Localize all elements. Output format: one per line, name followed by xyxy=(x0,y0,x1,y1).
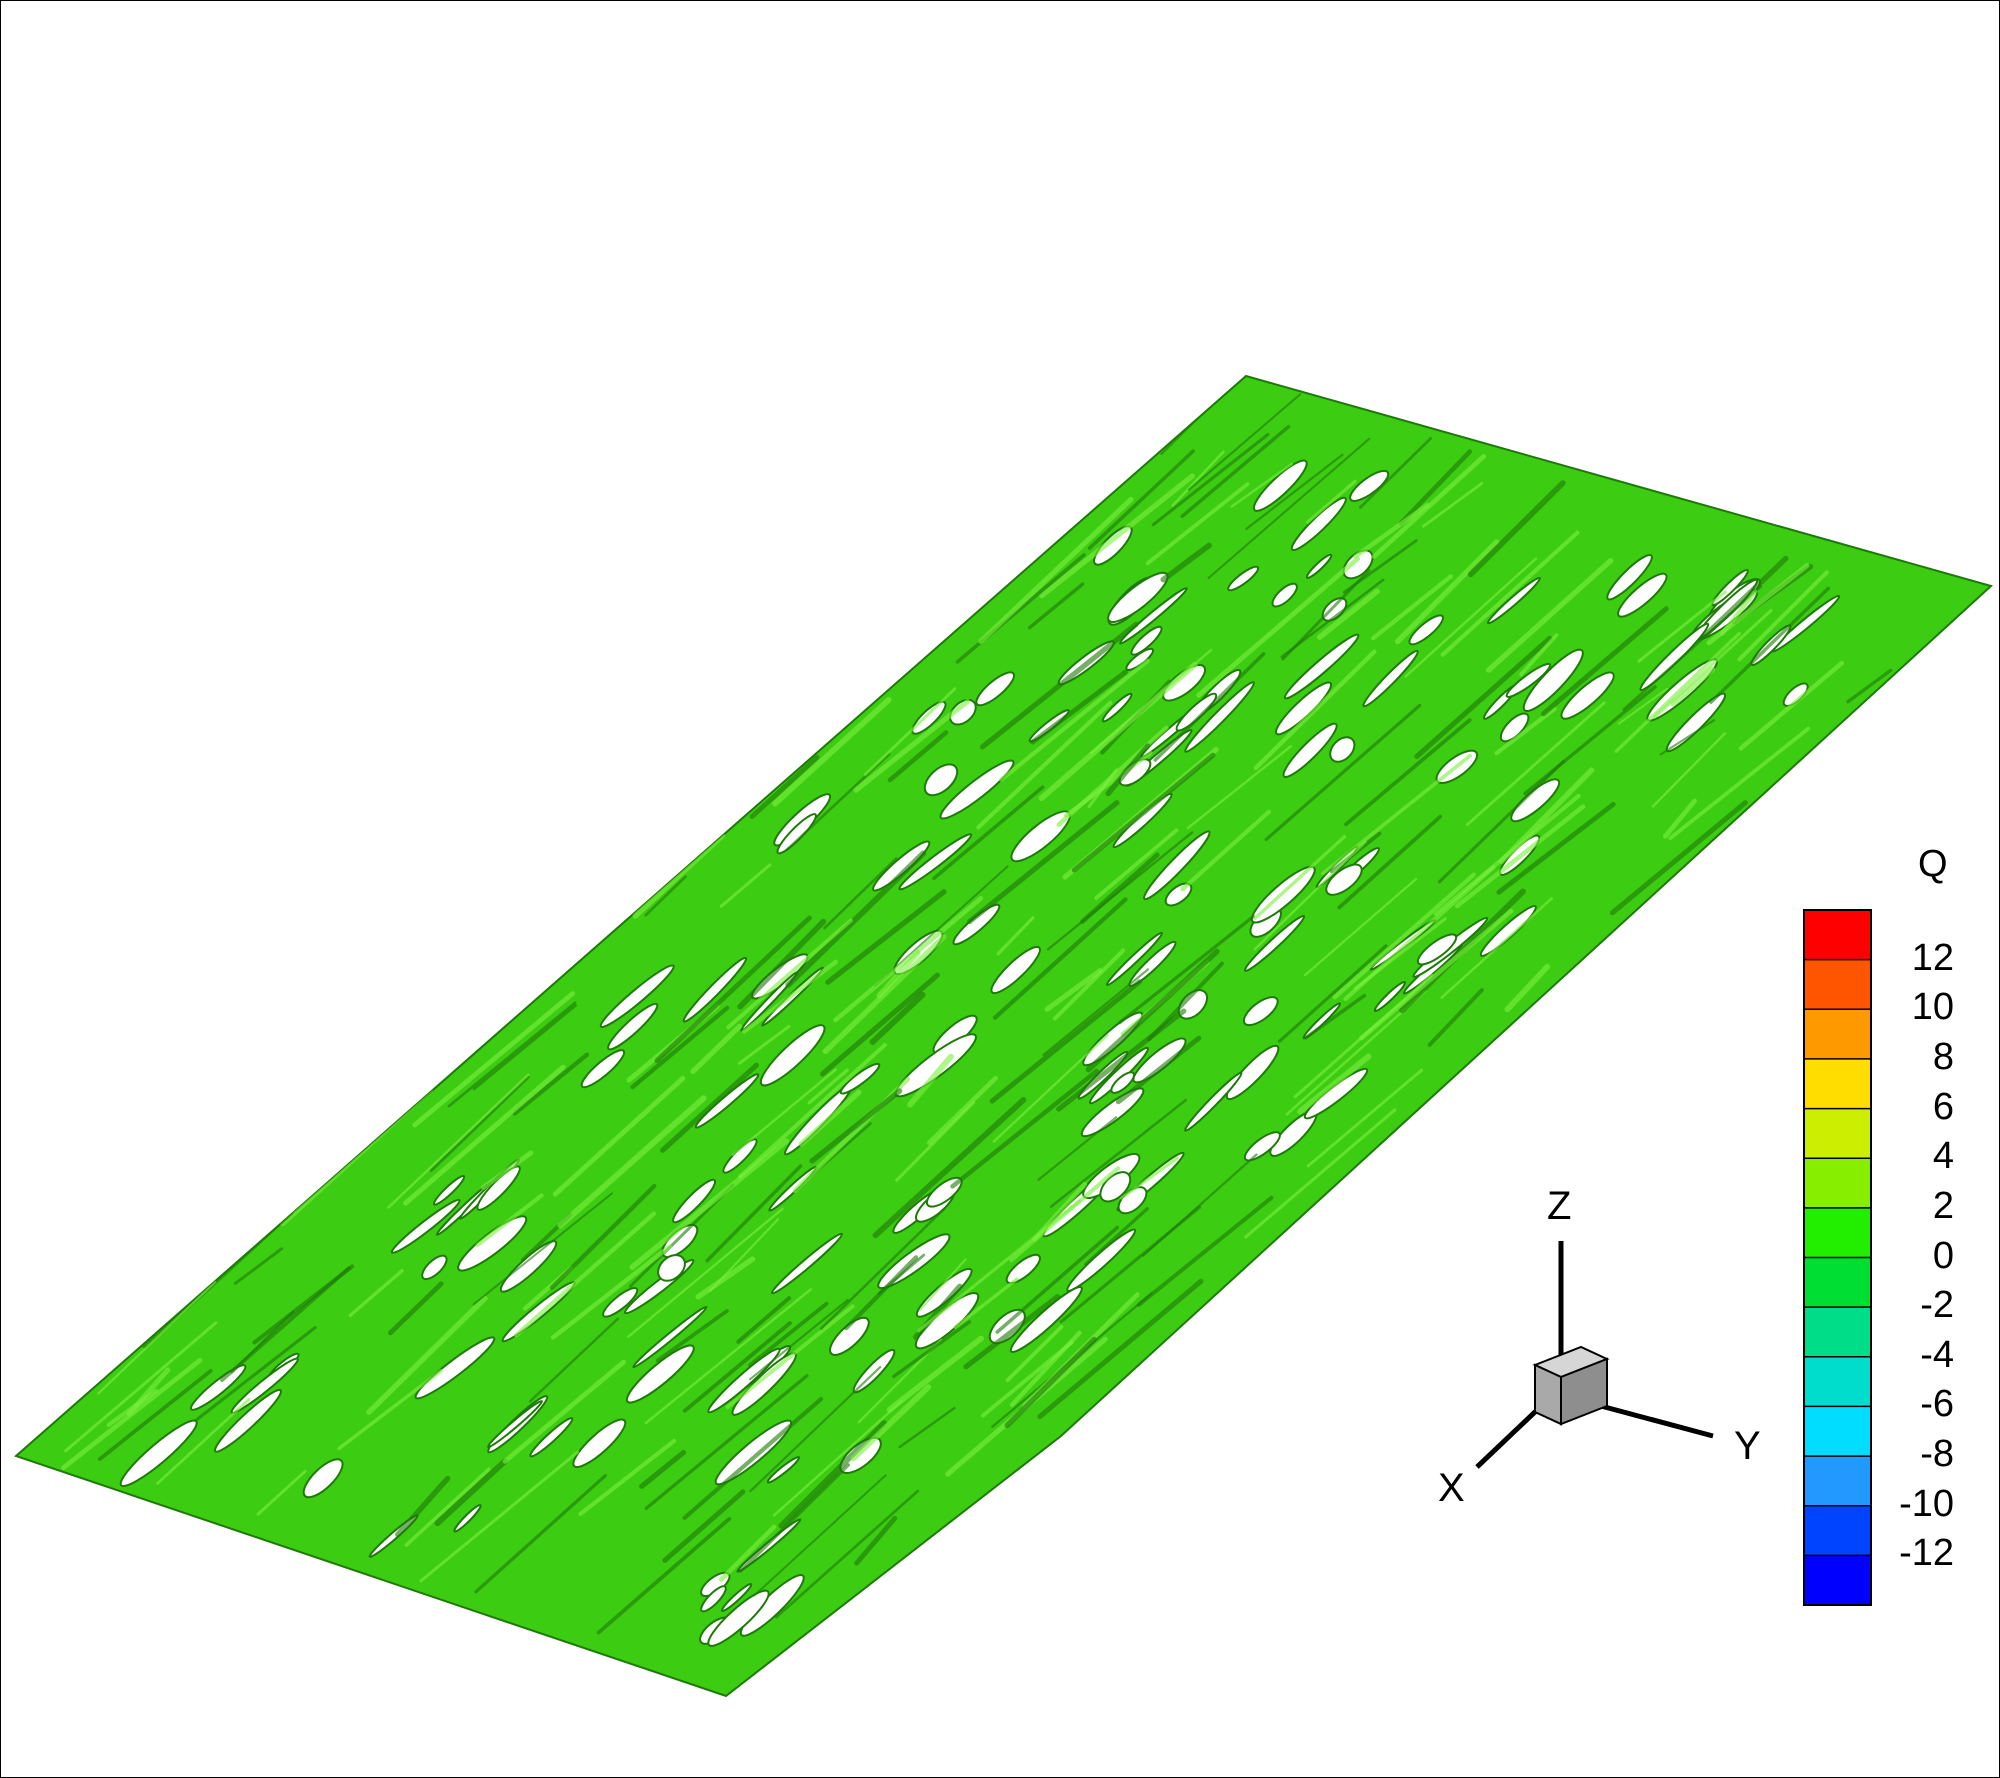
colorbar-swatch xyxy=(1804,1356,1871,1407)
colorbar-swatch xyxy=(1804,959,1871,1010)
colorbar-tick-label: -2 xyxy=(1920,1284,1954,1327)
colorbar-tick-label: -6 xyxy=(1920,1383,1954,1426)
colorbar-swatch xyxy=(1804,1505,1871,1556)
colorbar-swatch xyxy=(1804,1307,1871,1358)
colorbar-swatch xyxy=(1804,1158,1871,1209)
orientation-cube xyxy=(1532,1345,1610,1426)
vortex-isosurface xyxy=(14,374,1994,1698)
isosurface-ridges xyxy=(61,385,1893,1635)
colorbar-tick-label: -4 xyxy=(1920,1333,1954,1376)
colorbar-swatch xyxy=(1804,1108,1871,1159)
colorbar-tick-label: -10 xyxy=(1899,1482,1954,1525)
colorbar-tick-label: 2 xyxy=(1932,1184,1954,1227)
y-axis-label: Y xyxy=(1734,1424,1761,1468)
colorbar-tick-label: 0 xyxy=(1932,1234,1954,1277)
colorbar-swatch xyxy=(1804,1555,1871,1606)
colorbar-tick-label: 12 xyxy=(1911,936,1954,979)
colorbar-swatch xyxy=(1804,1009,1871,1060)
colorbar-border xyxy=(1803,909,1872,1606)
x-axis-line xyxy=(1475,1409,1538,1469)
colorbar-swatch xyxy=(1804,1456,1871,1507)
isosurface-base xyxy=(14,374,1994,1698)
axis-triad xyxy=(1475,1241,1714,1469)
colorbar-tick-label: -12 xyxy=(1899,1532,1954,1575)
colorbar-swatch xyxy=(1804,910,1871,960)
colorbar-swatch xyxy=(1804,1406,1871,1457)
colorbar-tick-label: 6 xyxy=(1932,1085,1954,1128)
y-axis-line xyxy=(1600,1403,1714,1439)
colorbar-swatch xyxy=(1804,1207,1871,1258)
colorbar-tick-label: 4 xyxy=(1932,1135,1954,1178)
colorbar-tick-label: 10 xyxy=(1911,986,1954,1029)
colorbar-tick-label: -8 xyxy=(1920,1433,1954,1476)
colorbar-swatch xyxy=(1804,1058,1871,1109)
x-axis-label: X xyxy=(1438,1466,1465,1510)
colorbar-tick-label: 8 xyxy=(1932,1035,1954,1078)
colorbar-swatch xyxy=(1804,1257,1871,1308)
legend-title: Q xyxy=(1918,843,1948,885)
z-axis-label: Z xyxy=(1547,1184,1572,1228)
colorbar xyxy=(1803,909,1872,1606)
